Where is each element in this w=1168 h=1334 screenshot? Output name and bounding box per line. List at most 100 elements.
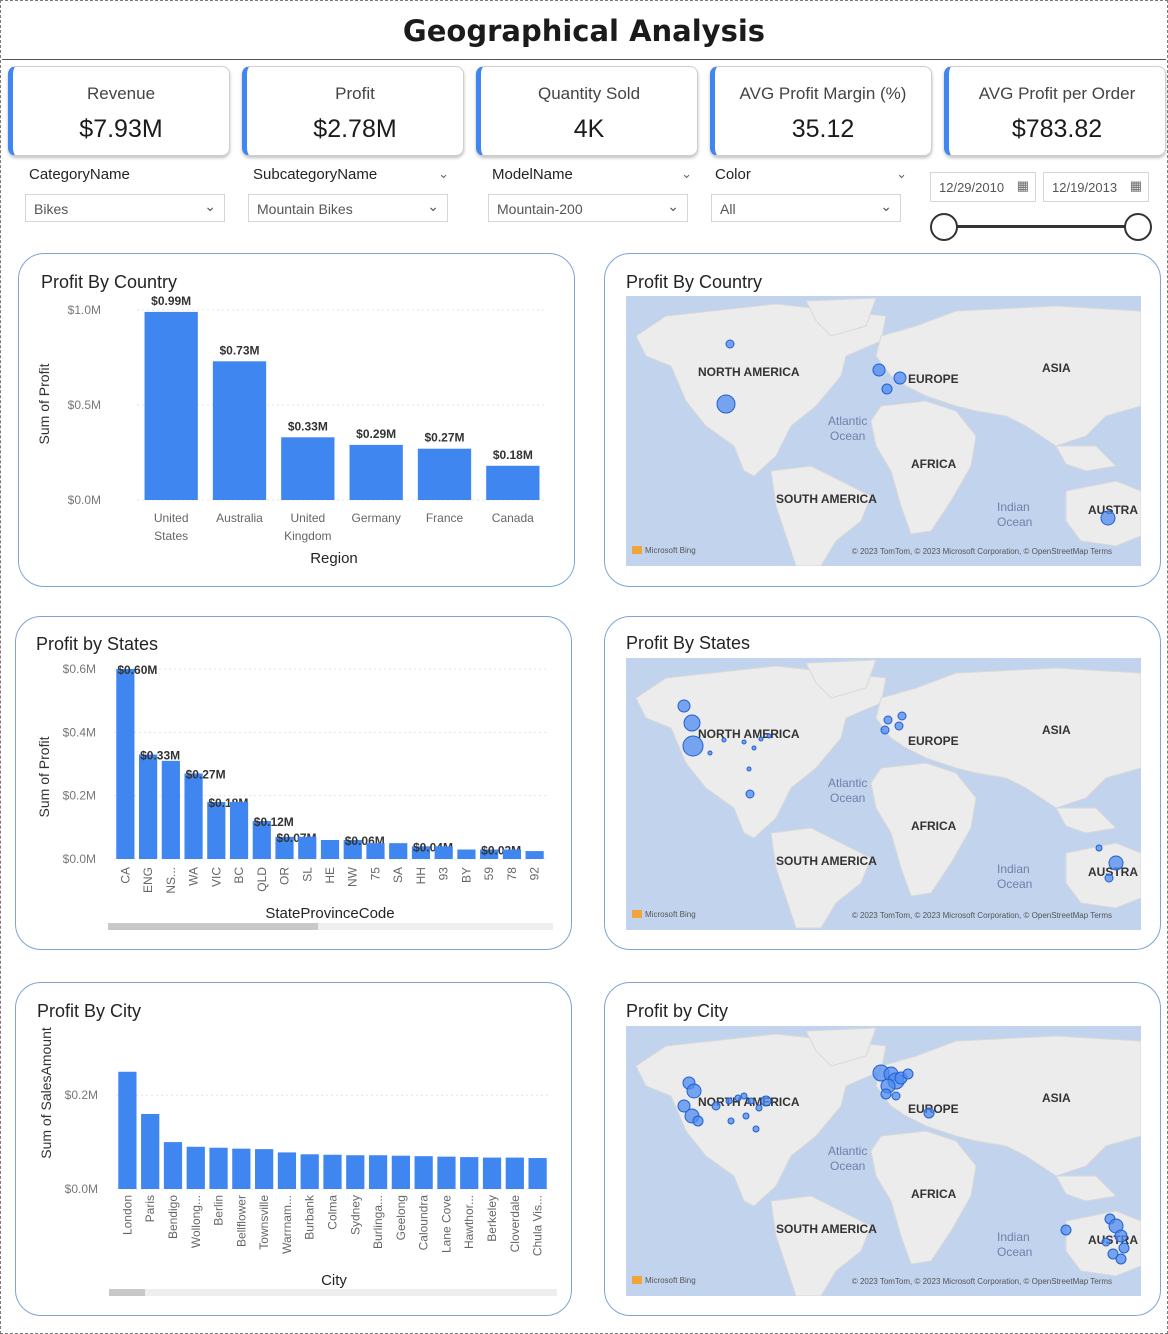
data-label: $0.73M: [219, 343, 259, 357]
map-bubble[interactable]: [727, 1117, 735, 1125]
color-dropdown[interactable]: All ⌄: [711, 194, 901, 222]
bar: [391, 1155, 410, 1189]
map-bubble[interactable]: [760, 1095, 772, 1107]
map-region-label: AUSTRA: [1088, 865, 1138, 879]
map-bubble[interactable]: [755, 1104, 763, 1112]
map-bubble[interactable]: [872, 363, 886, 377]
map-bubble[interactable]: [683, 714, 701, 732]
profit-by-country-map-card[interactable]: Profit By Country NORTH AMERICA EUROPE ASI…: [604, 253, 1161, 587]
map-bubble[interactable]: [758, 736, 764, 742]
map-bubble[interactable]: [686, 1083, 702, 1099]
map-bubble[interactable]: [1114, 1229, 1128, 1243]
map-bubble[interactable]: [752, 1125, 760, 1133]
map-bubble[interactable]: [734, 1094, 742, 1102]
kpi-card-margin[interactable]: AVG Profit Margin (%) 35.12: [710, 66, 932, 156]
map-bubble[interactable]: [677, 1099, 691, 1113]
y-tick-label: $0.2M: [63, 789, 96, 803]
map-bubble[interactable]: [883, 715, 893, 725]
profit-by-city-map-card[interactable]: Profit by City NORTH AMERICA EUROPE ASIA AF…: [604, 982, 1161, 1316]
map-title: Profit By Country: [626, 272, 763, 292]
calendar-icon[interactable]: ▦: [1016, 178, 1029, 193]
scrollbar-track: [108, 923, 553, 930]
map-region-label: EUROPE: [908, 734, 959, 748]
date-range-slider-track[interactable]: [944, 225, 1138, 228]
map-bubble[interactable]: [923, 1107, 935, 1119]
map-bubble[interactable]: [692, 1115, 704, 1127]
subcategory-dropdown[interactable]: Mountain Bikes ⌄: [248, 194, 448, 222]
map-bubble[interactable]: [716, 394, 736, 414]
map-bubble[interactable]: [746, 766, 752, 772]
date-range-slider-start-handle[interactable]: [930, 213, 958, 241]
kpi-card-profit[interactable]: Profit $2.78M: [242, 66, 464, 156]
map-bubble[interactable]: [1101, 1237, 1111, 1247]
y-tick-label: $0.0M: [68, 493, 101, 507]
category-dropdown[interactable]: Bikes ⌄: [25, 194, 225, 222]
x-tick-label: London: [120, 1195, 134, 1235]
map-bubble[interactable]: [1104, 873, 1114, 883]
map-bubble[interactable]: [747, 1097, 755, 1105]
map-bubble[interactable]: [1100, 510, 1116, 526]
map-bubble[interactable]: [740, 1092, 748, 1100]
chevron-down-icon[interactable]: ⌄: [896, 166, 907, 181]
map-bubble[interactable]: [880, 1088, 892, 1100]
date-range-slider-end-handle[interactable]: [1124, 213, 1152, 241]
world-map[interactable]: NORTH AMERICA EUROPE ASIA AFRICA SOUTH AMERI…: [626, 658, 1141, 930]
map-region-label: AUSTRA: [1088, 503, 1138, 517]
kpi-card-quantity[interactable]: Quantity Sold 4K: [476, 66, 698, 156]
map-bubble[interactable]: [1118, 1242, 1130, 1254]
profit-by-country-chart-card[interactable]: Profit By Country $0.0M $0.5M $1.0M Sum of …: [18, 253, 575, 587]
map-bubble[interactable]: [880, 725, 890, 735]
map-bubble[interactable]: [1060, 1224, 1072, 1236]
kpi-card-profit-per-order[interactable]: AVG Profit per Order $783.82: [944, 66, 1166, 156]
world-map[interactable]: NORTH AMERICA EUROPE ASIA AFRICA SOUTH AMERI…: [626, 1026, 1141, 1296]
calendar-icon[interactable]: ▦: [1129, 178, 1142, 193]
x-tick-label: Hawthor...: [462, 1195, 476, 1249]
bar: [144, 311, 198, 500]
map-bubble[interactable]: [745, 789, 755, 799]
profit-by-city-chart-card[interactable]: Profit By City $0.0M $0.2M Sum of SalesAmo…: [15, 982, 572, 1316]
scrollbar-thumb[interactable]: [108, 923, 318, 930]
start-date-input[interactable]: 12/29/2010 ▦: [930, 172, 1036, 202]
map-bubble[interactable]: [894, 721, 904, 731]
map-bubble[interactable]: [721, 737, 727, 743]
map-bubble[interactable]: [897, 711, 907, 721]
bar: [229, 802, 249, 859]
category-value: Bikes: [34, 201, 69, 217]
end-date-value: 12/19/2013: [1052, 180, 1118, 195]
map-bubble[interactable]: [707, 750, 713, 756]
eurasia-landmass: [875, 1035, 1141, 1177]
scrollbar-thumb[interactable]: [109, 1289, 145, 1296]
map-bubble[interactable]: [751, 745, 757, 751]
profit-by-states-map-card[interactable]: Profit By States NORTH AMERICA EUROPE ASIA…: [604, 616, 1161, 950]
chevron-down-icon[interactable]: ⌄: [438, 166, 449, 181]
map-bubble[interactable]: [677, 699, 691, 713]
map-bubble[interactable]: [1115, 1253, 1127, 1265]
profit-by-states-chart-card[interactable]: Profit by States $0.0M $0.2M $0.4M $0.6M Sum…: [15, 616, 572, 950]
map-bubble[interactable]: [741, 739, 747, 745]
x-tick-label: Wollong...: [189, 1195, 203, 1248]
model-dropdown[interactable]: Mountain-200 ⌄: [488, 194, 688, 222]
map-bubble[interactable]: [1107, 1248, 1119, 1260]
chevron-down-icon[interactable]: ⌄: [681, 166, 692, 181]
map-bubble[interactable]: [891, 1091, 901, 1101]
y-axis-label: Sum of Profit: [36, 363, 52, 444]
map-bubble[interactable]: [742, 1112, 750, 1120]
kpi-card-revenue[interactable]: Revenue $7.93M: [8, 66, 230, 156]
map-bubble[interactable]: [725, 339, 735, 349]
end-date-input[interactable]: 12/19/2013 ▦: [1043, 172, 1149, 202]
map-bubble[interactable]: [711, 1101, 721, 1111]
profit-by-states-bar-chart: $0.0M $0.2M $0.4M $0.6M Sum of Profit StatePr…: [36, 662, 553, 930]
map-bubble[interactable]: [1108, 855, 1124, 871]
map-bubble[interactable]: [1095, 844, 1103, 852]
map-bubble[interactable]: [725, 1097, 733, 1105]
map-bubble[interactable]: [766, 733, 772, 739]
map-bubble[interactable]: [881, 383, 893, 395]
map-bubble[interactable]: [893, 371, 907, 385]
world-map[interactable]: NORTH AMERICA EUROPE ASIA AFRICA SOUTH AMERI…: [626, 296, 1141, 566]
map-bubble[interactable]: [682, 735, 704, 757]
map-bubble[interactable]: [902, 1068, 914, 1080]
ocean-label: Indian: [997, 862, 1030, 876]
